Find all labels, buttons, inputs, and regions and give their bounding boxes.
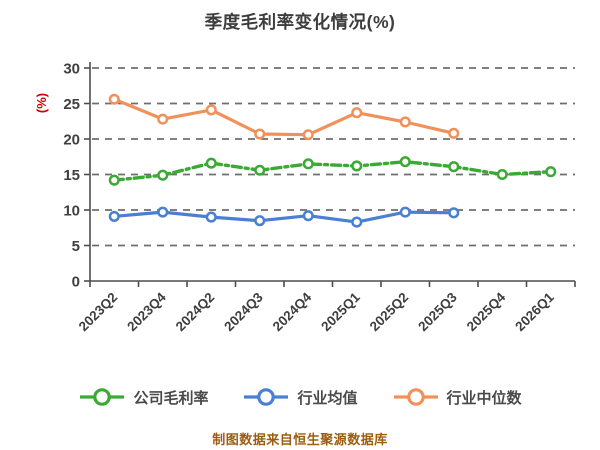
chart-legend: 公司毛利率 行业均值 行业中位数 — [0, 386, 600, 408]
svg-text:25: 25 — [63, 96, 80, 113]
plot-svg: 0 5 10 15 20 25 30 2023Q2 2023Q4 2024Q2 2024Q3 2024… — [34, 60, 576, 335]
svg-text:30: 30 — [63, 60, 80, 77]
svg-text:2025Q2: 2025Q2 — [367, 290, 412, 335]
legend-label: 行业中位数 — [446, 389, 522, 407]
svg-text:2024Q2: 2024Q2 — [173, 290, 218, 335]
legend-item-industry-mean: 行业均值 — [242, 386, 358, 408]
legend-item-company-margin: 公司毛利率 — [78, 386, 208, 408]
svg-text:2024Q3: 2024Q3 — [221, 289, 266, 334]
svg-text:5: 5 — [72, 238, 80, 255]
svg-text:2025Q4: 2025Q4 — [464, 289, 509, 334]
legend-swatch-green-icon — [80, 388, 125, 406]
svg-text:2023Q4: 2023Q4 — [124, 289, 169, 334]
svg-text:10: 10 — [63, 202, 80, 219]
svg-text:2025Q3: 2025Q3 — [415, 289, 460, 334]
svg-text:15: 15 — [63, 167, 80, 184]
legend-item-industry-median: 行业中位数 — [392, 386, 522, 408]
legend-label: 公司毛利率 — [133, 389, 209, 407]
legend-label: 行业均值 — [297, 389, 358, 407]
svg-text:0: 0 — [72, 273, 80, 290]
chart-title: 季度毛利率变化情况(%) — [204, 12, 396, 32]
svg-text:(%): (%) — [34, 93, 49, 113]
legend-swatch-blue-icon — [244, 388, 289, 406]
chart-footer-source-note: 制图数据来自恒生聚源数据库 — [212, 432, 388, 447]
svg-text:20: 20 — [63, 131, 80, 148]
svg-text:2024Q4: 2024Q4 — [270, 289, 315, 334]
svg-text:2025Q1: 2025Q1 — [318, 289, 363, 334]
svg-text:2023Q2: 2023Q2 — [76, 290, 121, 335]
svg-text:2026Q1: 2026Q1 — [512, 289, 557, 334]
legend-swatch-orange-icon — [393, 388, 438, 406]
